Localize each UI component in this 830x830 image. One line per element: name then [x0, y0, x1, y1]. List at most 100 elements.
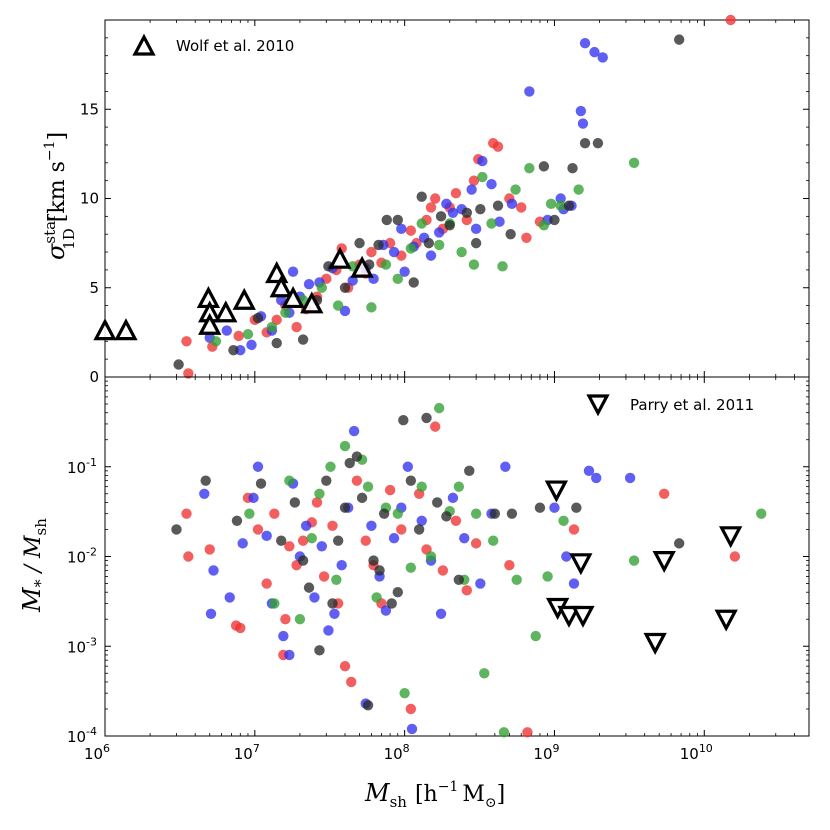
parry-triangle-marker: [652, 551, 676, 574]
data-point-blue: [366, 520, 377, 531]
data-point-green: [486, 218, 497, 229]
data-point-blue: [433, 227, 445, 238]
wolf-triangle-marker: [350, 255, 374, 278]
data-point-green: [477, 171, 488, 183]
data-point-green: [416, 481, 427, 492]
wolf-triangle-marker: [328, 246, 352, 269]
parry-triangle-marker: [643, 632, 667, 655]
data-point-green: [294, 614, 306, 625]
data-point-black: [339, 282, 351, 293]
data-point-red: [658, 488, 670, 499]
data-point-red: [492, 141, 504, 152]
data-point-black: [534, 502, 546, 513]
data-point-green: [756, 508, 767, 519]
data-point-black: [413, 524, 425, 535]
data-point-black: [505, 229, 516, 240]
data-point-black: [435, 211, 447, 222]
data-point-black: [276, 535, 287, 546]
data-point-black: [327, 598, 338, 609]
legend-triangle-up-marker: [132, 33, 156, 56]
top-y-axis-title: σstar1D[km s−1]: [41, 132, 78, 260]
data-point-black: [228, 345, 239, 356]
x-tick-label: 1010: [680, 742, 713, 763]
data-point-blue: [399, 266, 410, 277]
data-point-red: [183, 368, 194, 379]
data-point-red: [405, 225, 417, 236]
data-point-black: [405, 475, 417, 486]
parry-triangle-marker: [544, 480, 569, 503]
data-point-blue: [416, 515, 427, 526]
data-point-blue: [470, 223, 482, 235]
bottom-y-tick-label: 10-4: [67, 725, 97, 746]
data-point-green: [339, 440, 351, 452]
data-point-green: [392, 273, 403, 285]
data-point-black: [386, 598, 397, 609]
data-point-green: [530, 630, 541, 642]
data-point-green: [306, 532, 317, 544]
data-point-green: [425, 551, 437, 562]
top-observation-markers: [93, 246, 374, 341]
data-point-black: [408, 277, 419, 288]
data-point-red: [204, 544, 215, 555]
data-point-black: [423, 237, 435, 249]
data-point-green: [628, 555, 640, 566]
data-point-black: [506, 508, 518, 519]
data-point-blue: [208, 565, 219, 576]
bottom-y-ticks: 10-4 10-3 10-2 10-1: [67, 380, 809, 746]
wolf-triangle-marker: [269, 275, 293, 298]
data-point-black: [538, 161, 550, 172]
data-point-black: [461, 207, 473, 218]
x-tick-label: 106: [84, 742, 110, 763]
data-point-black: [592, 137, 604, 149]
data-point-black: [173, 359, 184, 370]
parry-triangle-marker: [569, 553, 593, 576]
data-point-green: [545, 198, 557, 210]
data-point-black: [339, 502, 351, 513]
data-point-black: [416, 191, 427, 202]
data-point-blue: [561, 551, 572, 562]
data-point-blue: [205, 608, 217, 619]
data-point-black: [354, 237, 365, 249]
data-point-green: [416, 218, 427, 229]
data-point-green: [433, 402, 445, 414]
data-point-red: [346, 676, 357, 688]
top-legend: Wolf et al. 2010: [132, 33, 294, 56]
data-point-red: [405, 703, 417, 715]
data-point-green: [380, 259, 392, 270]
data-point-red: [384, 484, 396, 496]
data-point-red: [468, 175, 480, 186]
data-point-green: [405, 562, 417, 573]
data-point-black: [297, 334, 309, 345]
data-point-blue: [309, 592, 320, 603]
data-point-black: [303, 582, 315, 593]
data-point-blue: [589, 46, 600, 58]
data-point-red: [261, 578, 272, 589]
data-point-green: [362, 481, 374, 492]
data-point-black: [579, 137, 591, 149]
data-point-black: [171, 524, 182, 535]
data-point-green: [542, 571, 553, 582]
data-point-red: [297, 535, 309, 546]
data-point-blue: [575, 105, 587, 117]
data-point-blue: [348, 425, 360, 437]
data-point-blue: [477, 155, 488, 167]
data-point-blue: [237, 538, 248, 549]
data-point-blue: [475, 578, 486, 589]
data-point-red: [450, 187, 462, 199]
wolf-triangle-marker: [281, 286, 305, 309]
data-point-green: [558, 515, 569, 526]
top-y-tick-label: 0: [89, 368, 99, 386]
data-point-black: [271, 337, 282, 349]
data-point-black: [314, 645, 325, 656]
data-point-blue: [425, 250, 437, 261]
data-point-green: [573, 184, 584, 195]
bottom-y-tick-label: 10-1: [67, 456, 97, 477]
data-point-red: [252, 524, 264, 535]
data-point-black: [421, 412, 432, 424]
data-point-black: [470, 237, 482, 249]
data-point-black: [464, 465, 475, 477]
data-point-red: [425, 202, 437, 213]
data-point-red: [430, 421, 441, 432]
data-point-blue: [577, 118, 589, 129]
